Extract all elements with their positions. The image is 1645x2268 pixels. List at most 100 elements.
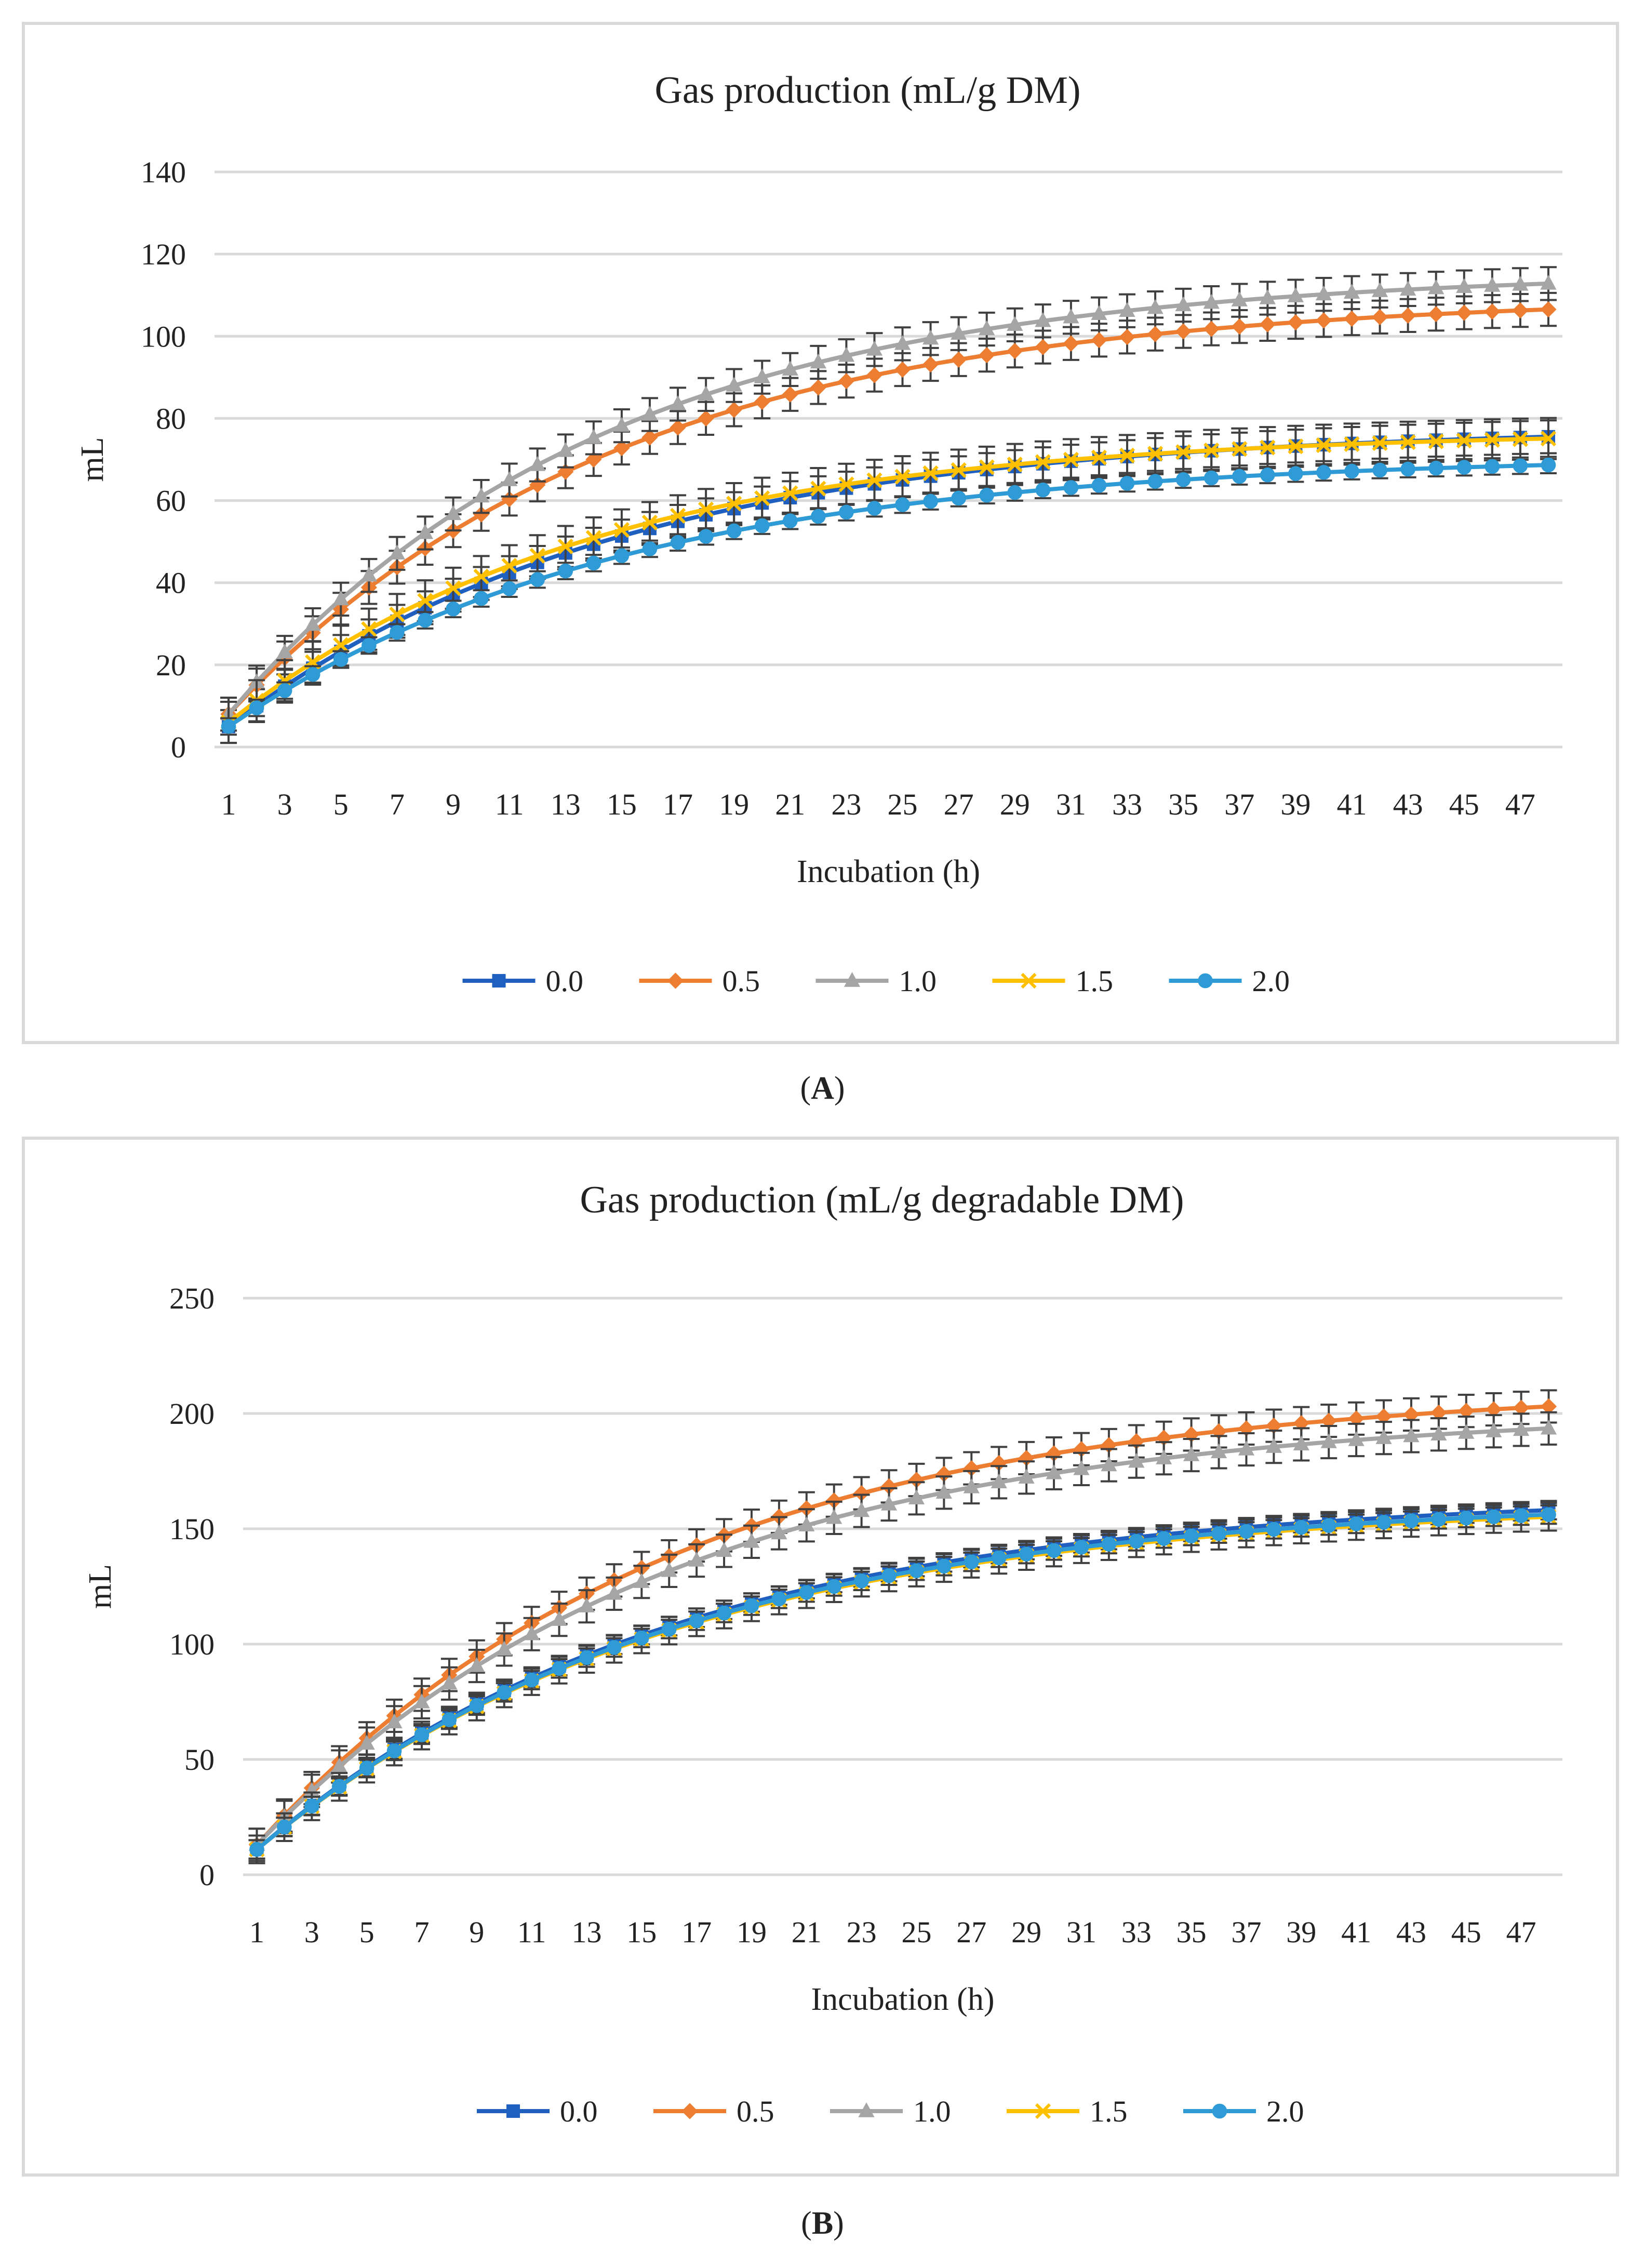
data-point	[1175, 472, 1191, 487]
x-tick-label: 47	[1505, 788, 1535, 821]
data-point	[445, 505, 462, 521]
caption-b-close: )	[833, 2206, 844, 2241]
x-tick-label: 7	[390, 788, 405, 821]
data-point	[501, 471, 518, 486]
data-point	[963, 1478, 980, 1493]
data-point	[473, 506, 490, 523]
y-tick-label: 0	[199, 1858, 215, 1892]
data-point	[698, 410, 714, 426]
data-point	[858, 2102, 875, 2117]
data-point	[1288, 466, 1303, 482]
legend-item-1-0: 1.0	[815, 964, 937, 998]
data-point	[551, 1611, 568, 1626]
data-point	[1513, 1421, 1530, 1436]
data-point	[1348, 1516, 1364, 1531]
data-point	[1147, 474, 1163, 489]
series-2-0	[248, 1504, 1557, 1860]
data-point	[1035, 312, 1051, 327]
data-point	[894, 469, 911, 485]
y-tick-label: 150	[169, 1512, 215, 1546]
data-point	[1232, 469, 1247, 484]
x-tick-label: 29	[1000, 788, 1030, 821]
data-point	[1203, 470, 1219, 486]
series-line	[255, 1404, 1549, 1847]
y-tick-label: 120	[141, 237, 186, 271]
data-point	[1540, 431, 1557, 447]
x-tick-label: 35	[1176, 1915, 1207, 1949]
data-point	[1147, 326, 1163, 342]
data-point	[1428, 279, 1445, 295]
data-point	[670, 395, 686, 410]
data-point	[895, 497, 910, 512]
data-point	[1513, 1399, 1530, 1416]
legend-label: 2.0	[1252, 964, 1290, 998]
data-point	[557, 442, 574, 457]
data-point	[1265, 1438, 1282, 1453]
legend-label: 0.5	[737, 2094, 774, 2128]
data-point	[964, 1554, 979, 1569]
y-tick-label: 140	[141, 155, 186, 189]
data-point	[579, 1650, 594, 1665]
data-point	[826, 1579, 842, 1594]
data-point	[1203, 321, 1220, 337]
data-point	[894, 335, 911, 350]
data-point	[698, 529, 714, 544]
data-point	[586, 555, 601, 571]
data-point	[1259, 316, 1276, 333]
data-point	[894, 361, 911, 378]
caption-b-open: (	[801, 2206, 812, 2241]
data-point	[642, 541, 658, 556]
data-point	[358, 1735, 375, 1750]
x-tick-label: 25	[901, 1915, 931, 1949]
data-point	[670, 508, 686, 524]
data-point	[501, 557, 517, 574]
data-point	[951, 325, 967, 340]
legend-label: 0.0	[560, 2094, 598, 2128]
x-tick-label: 15	[607, 788, 637, 821]
data-point	[552, 1661, 567, 1676]
y-tick-label: 0	[171, 730, 186, 764]
data-point	[1260, 468, 1275, 483]
x-tick-label: 1	[221, 788, 236, 821]
data-point	[810, 379, 826, 396]
data-point	[838, 373, 855, 390]
data-point	[524, 1672, 539, 1688]
data-point	[866, 341, 883, 356]
data-point	[441, 1674, 458, 1690]
data-point	[276, 643, 293, 659]
data-point	[1293, 1435, 1309, 1451]
data-point	[474, 591, 489, 606]
data-point	[1288, 438, 1304, 455]
data-point	[413, 1693, 430, 1709]
data-point	[1344, 436, 1360, 452]
data-point	[1183, 1446, 1200, 1461]
data-point	[1456, 432, 1472, 449]
data-point	[1156, 1449, 1172, 1464]
data-point	[798, 1516, 815, 1531]
data-point	[661, 1562, 677, 1577]
data-point	[497, 1685, 512, 1700]
data-point	[1348, 1431, 1365, 1446]
data-point	[743, 1533, 760, 1548]
y-axis-title: mL	[75, 437, 110, 482]
y-tick-label: 100	[141, 319, 186, 353]
data-point	[1035, 339, 1051, 355]
legend-item-1-5: 1.5	[1007, 2094, 1128, 2128]
x-tick-label: 37	[1224, 788, 1254, 821]
data-point	[716, 1542, 732, 1557]
x-tick-label: 39	[1280, 788, 1310, 821]
data-point	[1074, 1540, 1089, 1555]
x-tick-label: 13	[551, 788, 581, 821]
data-point	[1540, 275, 1557, 290]
data-point	[1260, 439, 1276, 456]
data-point	[1091, 305, 1107, 320]
data-point	[688, 1552, 705, 1567]
data-point	[414, 1727, 430, 1742]
data-point	[1007, 485, 1023, 500]
data-point	[1046, 1464, 1062, 1479]
data-point	[716, 1605, 732, 1621]
data-point	[1486, 1401, 1502, 1418]
legend-item-0-0: 0.0	[462, 964, 583, 998]
data-point	[1046, 1543, 1062, 1558]
data-point	[333, 637, 349, 653]
